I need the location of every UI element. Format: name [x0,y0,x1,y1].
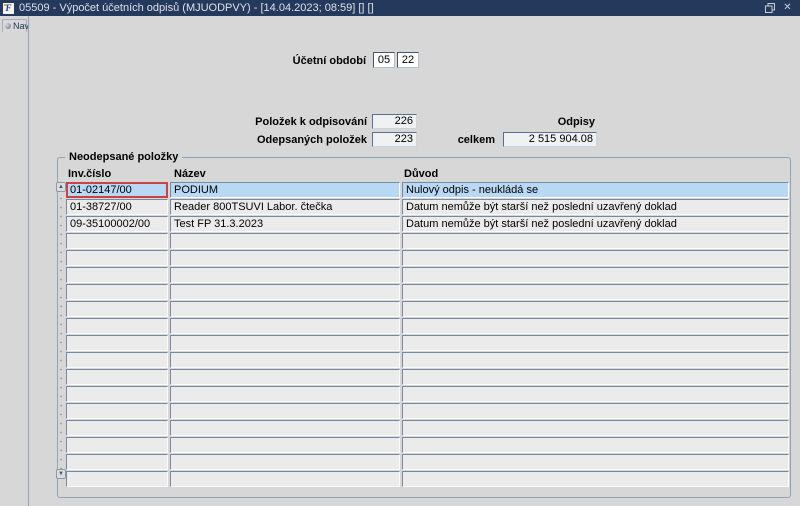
table-cell[interactable] [402,386,789,402]
table-cell[interactable] [402,233,789,249]
table-cell[interactable] [66,301,168,317]
table-cell[interactable] [170,267,400,283]
table-cell[interactable] [170,420,400,436]
table-cell[interactable] [170,301,400,317]
table-cell[interactable] [170,284,400,300]
table-cell[interactable] [402,369,789,385]
table-cell[interactable]: Test FP 31.3.2023 [170,216,400,232]
unwritten-items-group-title: Neodepsané položky [65,151,183,163]
table-cell[interactable] [170,403,400,419]
table-cell[interactable] [402,267,789,283]
table-cell[interactable] [170,437,400,453]
scroll-up-icon[interactable]: ▲ [56,182,66,192]
table-cell[interactable]: 01-38727/00 [66,199,168,215]
restore-window-icon[interactable] [763,2,776,14]
period-label: Účetní období [292,55,366,67]
nav-bullet-icon [5,23,11,29]
record-scrollbar[interactable]: ▲ ▼ [56,181,66,481]
scroll-down-icon[interactable]: ▼ [56,469,66,479]
table-cell[interactable]: 09-35100002/00 [66,216,168,232]
column-header-name: Název [174,168,206,180]
table-cell[interactable] [402,318,789,334]
unwritten-items-grid: 01-02147/00 PODIUM Nulový odpis - neukládá… [66,182,789,487]
table-cell[interactable] [170,386,400,402]
column-header-reason: Důvod [404,168,439,180]
table-cell[interactable] [66,420,168,436]
sidebar-divider [28,16,29,506]
table-cell[interactable]: Datum nemůže být starší než poslední uza… [402,199,789,215]
table-cell[interactable] [170,250,400,266]
total-depreciation-value: 2 515 904.08 [503,132,597,147]
window-controls: ✕ [763,2,794,14]
table-cell[interactable] [402,420,789,436]
app-logo-icon: F [3,2,14,14]
table-cell[interactable] [170,471,400,487]
table-cell[interactable]: PODIUM [170,182,400,198]
table-cell[interactable] [402,454,789,470]
table-cell[interactable] [66,454,168,470]
sidebar-tab-nav[interactable]: Nav [2,19,30,32]
window-title: 05509 - Výpočet účetních odpisů (MJUODPV… [19,2,374,14]
table-cell[interactable] [402,471,789,487]
table-cell[interactable] [66,267,168,283]
table-cell[interactable] [66,369,168,385]
table-cell[interactable] [402,403,789,419]
column-header-inv-number: Inv.číslo [68,168,112,180]
table-cell[interactable] [170,454,400,470]
table-cell[interactable] [402,250,789,266]
close-icon[interactable]: ✕ [783,2,792,13]
period-year-input[interactable] [397,52,419,68]
table-cell[interactable] [66,250,168,266]
table-cell[interactable] [66,318,168,334]
table-cell[interactable] [66,437,168,453]
table-cell[interactable]: 01-02147/00 [66,182,168,198]
items-to-depreciate-label: Položek k odpisování [255,116,367,128]
depreciation-label: Odpisy [557,116,595,128]
table-cell[interactable] [66,403,168,419]
table-cell[interactable] [170,318,400,334]
table-cell[interactable]: Datum nemůže být starší než poslední uza… [402,216,789,232]
table-cell[interactable] [170,352,400,368]
total-label: celkem [457,134,495,146]
items-to-depreciate-value: 226 [372,114,417,129]
table-cell[interactable] [170,369,400,385]
titlebar: F 05509 - Výpočet účetních odpisů (MJUOD… [0,0,800,16]
table-cell[interactable] [402,437,789,453]
nav-tab-label: Nav [13,21,30,31]
written-off-items-value: 223 [372,132,417,147]
table-cell[interactable] [66,335,168,351]
period-month-input[interactable] [373,52,395,68]
table-cell[interactable] [66,284,168,300]
table-cell[interactable] [170,335,400,351]
table-cell[interactable] [402,284,789,300]
table-cell[interactable] [402,335,789,351]
table-cell[interactable]: Reader 800TSUVI Labor. čtečka [170,199,400,215]
table-cell[interactable]: Nulový odpis - neukládá se [402,182,789,198]
table-cell[interactable] [402,352,789,368]
table-cell[interactable] [66,233,168,249]
written-off-items-label: Odepsaných položek [256,134,367,146]
table-cell[interactable] [66,386,168,402]
table-cell[interactable] [170,233,400,249]
table-cell[interactable] [66,471,168,487]
table-cell[interactable] [66,352,168,368]
table-cell[interactable] [402,301,789,317]
